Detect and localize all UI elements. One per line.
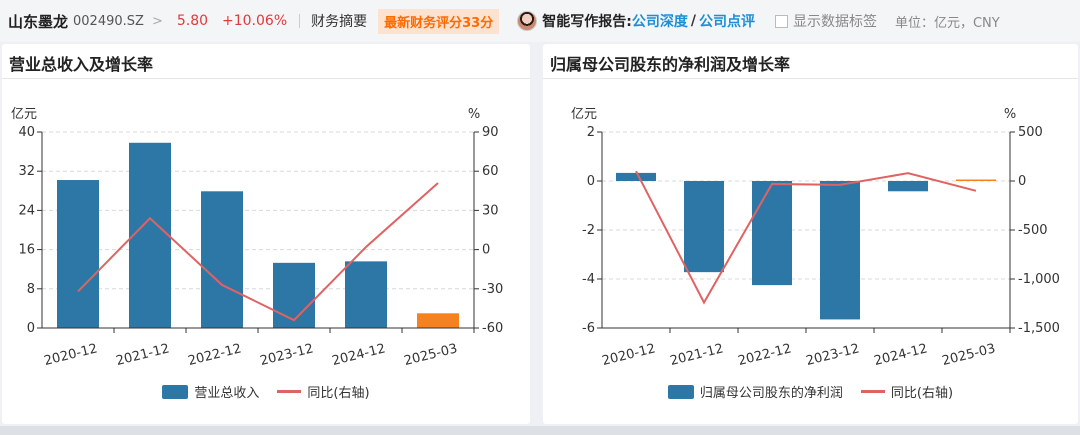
legend-line-label[interactable]: 同比(右轴) — [890, 386, 954, 401]
y2-tick-label: -1,500 — [1018, 321, 1060, 336]
y2-tick-label: -500 — [1018, 223, 1048, 238]
x-tick-label: 2020-12 — [601, 341, 657, 369]
stock-code: 002490.SZ — [73, 13, 144, 29]
bottom-strip — [0, 426, 1080, 435]
y2-axis-unit: % — [468, 107, 480, 122]
chart-legend: 营业总收入 同比(右轴) — [2, 382, 530, 401]
report-label: 智能写作报告: — [542, 14, 632, 30]
y2-axis-unit: % — [1004, 107, 1016, 122]
stock-name[interactable]: 山东墨龙 — [8, 12, 69, 31]
y2-tick-label: 0 — [1018, 174, 1026, 189]
y2-tick-label: 90 — [482, 125, 499, 140]
legend-bar-label[interactable]: 营业总收入 — [194, 386, 260, 401]
financial-summary-link[interactable]: 财务摘要 — [311, 14, 368, 30]
y2-tick-label: -1,000 — [1018, 272, 1060, 287]
x-tick-label: 2025-03 — [941, 341, 997, 369]
y2-tick-label: 30 — [482, 203, 499, 218]
x-tick-label: 2021-12 — [669, 341, 725, 369]
chart-title: 营业总收入及增长率 — [9, 55, 154, 74]
bar — [345, 261, 387, 328]
bar — [956, 179, 996, 181]
legend-line-swatch[interactable] — [277, 390, 302, 393]
bar — [752, 181, 792, 286]
x-tick-label: 2022-12 — [737, 341, 793, 369]
chevron-right-icon[interactable]: > — [151, 13, 163, 29]
y-tick-label: 40 — [18, 125, 35, 140]
net-profit-chart: -6 -4 -2 0 2 -1,500 -1,000 -500 0 500 亿元 % 2020-12 20… — [571, 107, 1060, 369]
y-tick-label: 32 — [18, 164, 35, 179]
bar — [888, 181, 928, 192]
x-tick-label: 2020-12 — [43, 341, 99, 369]
legend-bar-swatch[interactable] — [162, 384, 189, 399]
x-tick-label: 2024-12 — [331, 341, 387, 369]
y2-tick-label: -30 — [482, 282, 503, 297]
y-tick-label: -2 — [582, 223, 595, 238]
growth-line — [77, 182, 439, 322]
bar — [57, 180, 99, 328]
net-profit-panel: 归属母公司股东的净利润及增长率 -6 -4 -2 0 2 -1,500 -1,000 -500… — [543, 44, 1078, 424]
legend-line-swatch[interactable] — [860, 390, 885, 393]
bar — [616, 172, 656, 181]
legend-line-label[interactable]: 同比(右轴) — [307, 386, 370, 401]
checkbox-icon[interactable] — [774, 14, 788, 28]
report-separator: / — [690, 13, 696, 29]
report-comment-link[interactable]: 公司点评 — [698, 14, 755, 30]
report-deep-link[interactable]: 公司深度 — [631, 14, 688, 30]
revenue-panel: 营业总收入及增长率 0 8 16 24 32 40 -60 -30 0 30 60 90 亿元% 2020… — [2, 44, 530, 424]
growth-line — [635, 170, 977, 305]
x-tick-label: 2023-12 — [805, 341, 861, 369]
legend-bar-swatch[interactable] — [667, 384, 694, 399]
y-tick-label: 24 — [18, 203, 35, 218]
financial-score-badge[interactable]: 最新财务评分33分 — [378, 8, 500, 34]
y2-tick-label: 60 — [482, 164, 499, 179]
unit-label: 单位：亿元，CNY — [894, 15, 1000, 31]
top-bar: 山东墨龙 002490.SZ > 5.80 +10.06% 财务摘要 最新财务评… — [0, 0, 1080, 42]
x-tick-label: 2021-12 — [115, 341, 171, 369]
bar — [273, 262, 315, 328]
bar — [129, 142, 171, 328]
panel-divider — [2, 78, 530, 79]
show-data-labels-label[interactable]: 显示数据标签 — [792, 14, 877, 30]
stock-price: 5.80 — [176, 13, 209, 29]
y-axis-unit: 亿元 — [11, 107, 37, 122]
chart-title: 归属母公司股东的净利润及增长率 — [550, 55, 791, 74]
bar — [201, 191, 243, 328]
x-tick-label: 2024-12 — [873, 341, 929, 369]
legend-bar-label[interactable]: 归属母公司股东的净利润 — [699, 386, 843, 401]
bar — [820, 181, 860, 320]
x-tick-label: 2022-12 — [187, 341, 243, 369]
y-tick-label: -4 — [582, 272, 595, 287]
y-tick-label: -6 — [582, 321, 595, 336]
y-axis-unit: 亿元 — [571, 107, 597, 122]
avatar-icon — [517, 11, 538, 31]
x-tick-label: 2023-12 — [259, 341, 315, 369]
revenue-chart: 0 8 16 24 32 40 -60 -30 0 30 60 90 亿元 % 2020-12 2021-12… — [11, 107, 503, 369]
y-tick-label: 16 — [18, 243, 35, 258]
panel-divider — [543, 78, 1078, 79]
y2-tick-label: -60 — [482, 321, 503, 336]
y-tick-label: 2 — [587, 125, 595, 140]
y-tick-label: 0 — [27, 321, 35, 336]
bar — [417, 313, 459, 328]
price-change: +10.06% — [222, 13, 288, 29]
x-tick-label: 2025-03 — [403, 341, 459, 369]
y2-tick-label: 0 — [482, 243, 490, 258]
divider — [299, 14, 301, 28]
y-tick-label: 0 — [587, 174, 595, 189]
chart-legend: 归属母公司股东的净利润 同比(右轴) — [543, 382, 1078, 401]
bar — [684, 181, 724, 273]
y2-tick-label: 500 — [1018, 125, 1043, 140]
y-tick-label: 8 — [27, 282, 35, 297]
